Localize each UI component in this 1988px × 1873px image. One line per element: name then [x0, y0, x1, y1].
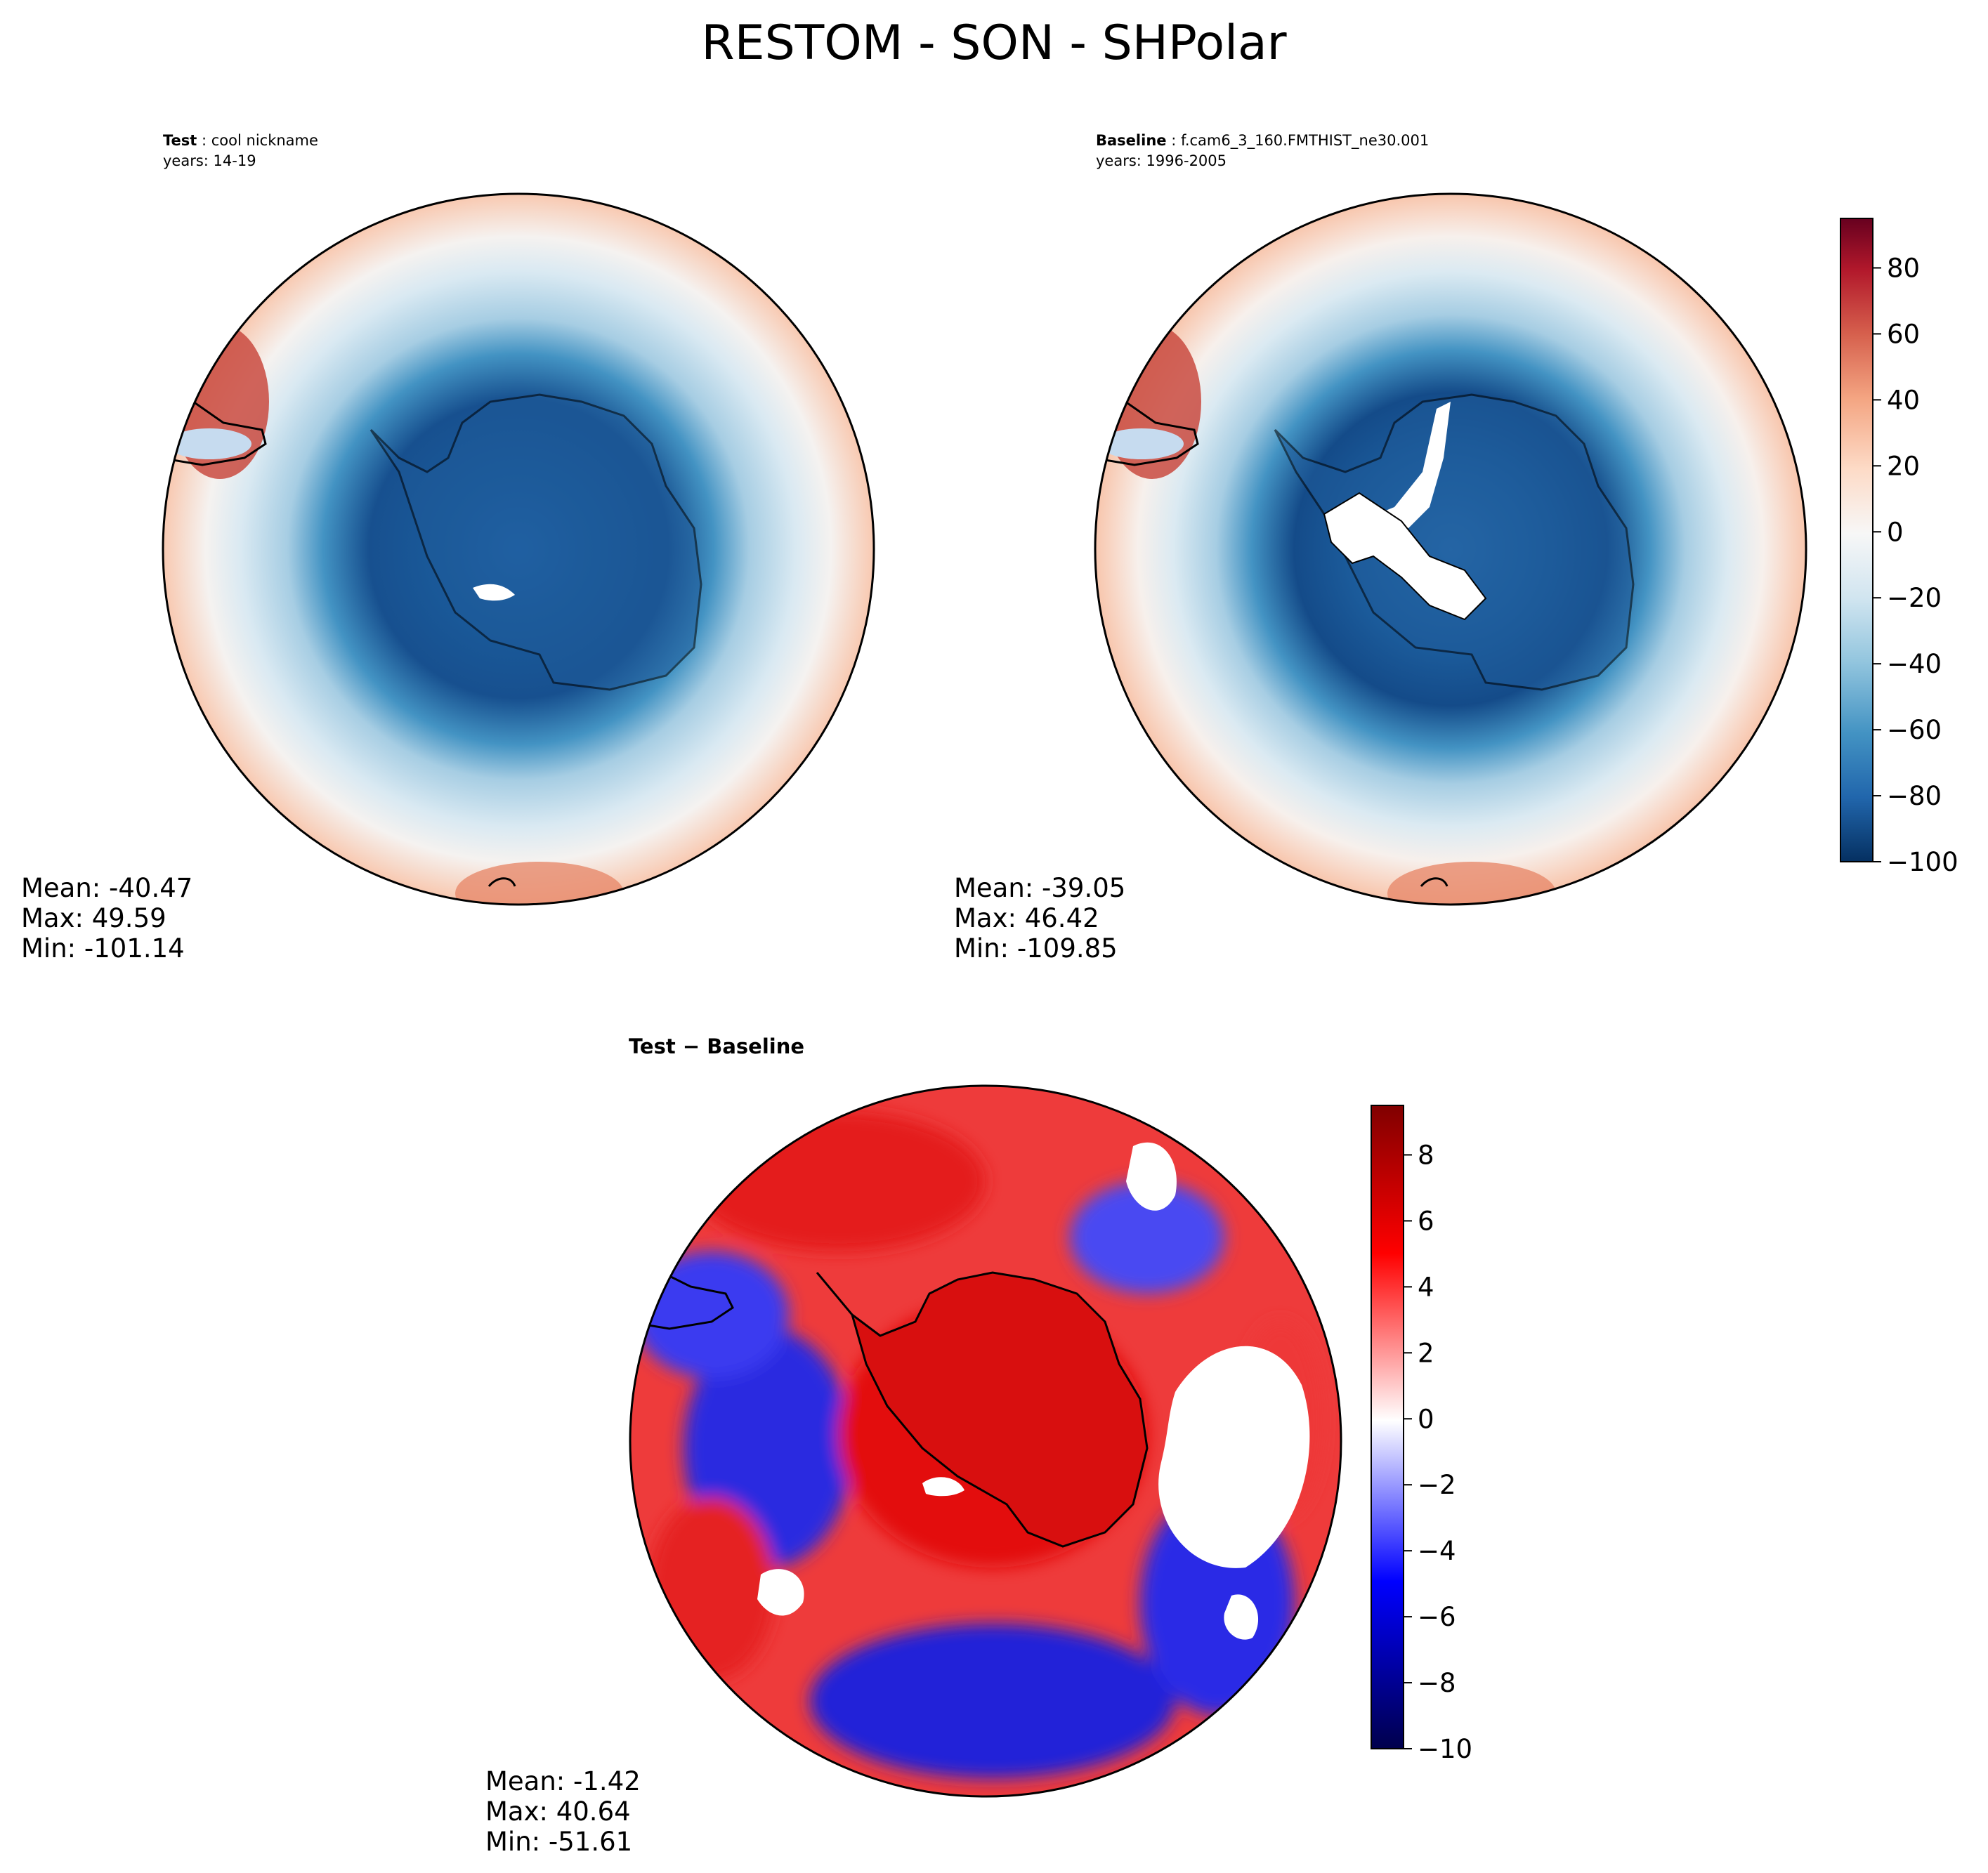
- bottom-colorbar-tick-label: −2: [1418, 1470, 1456, 1500]
- top-colorbar-gradient: [1840, 218, 1873, 862]
- top-colorbar-tick-label: 0: [1887, 517, 1904, 547]
- diff-ross-shelf: [922, 1477, 964, 1497]
- bottom-colorbar-tick-label: 6: [1418, 1206, 1434, 1236]
- diff-min: Min: -51.61: [485, 1827, 633, 1857]
- test-stats: Mean: -40.47 Max: 49.59 Min: -101.14: [21, 873, 192, 964]
- diff-blank-east: [1158, 1346, 1310, 1568]
- baseline-map: [1094, 192, 1807, 906]
- diff-stats: Mean: -1.42 Max: 40.64 Min: -51.61: [485, 1766, 641, 1857]
- test-mean: Mean: -40.47: [21, 873, 193, 903]
- baseline-min: Min: -109.85: [954, 933, 1118, 964]
- top-colorbar-tick-label: −80: [1887, 781, 1942, 811]
- baseline-mean: Mean: -39.05: [954, 873, 1126, 903]
- baseline-years: years: 1996-2005: [1096, 152, 1227, 169]
- top-colorbar-tick-label: −100: [1887, 847, 1958, 874]
- baseline-name: f.cam6_3_160.FMTHIST_ne30.001: [1180, 132, 1430, 149]
- bottom-colorbar-gradient: [1371, 1105, 1404, 1749]
- test-hotspot-bottom: [455, 862, 624, 905]
- diff-negative-northwest: [634, 1251, 789, 1378]
- baseline-label: Baseline: [1096, 132, 1167, 149]
- diff-max: Max: 40.64: [485, 1796, 631, 1827]
- top-colorbar-tick-label: −60: [1887, 715, 1942, 745]
- top-colorbar-tick-label: −40: [1887, 649, 1942, 679]
- diff-blank-southeast: [1224, 1594, 1259, 1640]
- test-antarctica-coast: [370, 393, 702, 691]
- diff-mean: Mean: -1.42: [485, 1766, 641, 1796]
- bottom-colorbar-tick-label: 4: [1418, 1272, 1434, 1302]
- bottom-colorbar: −10 −8 −6 −4 −2 0 2 4 6 8: [1371, 1105, 1472, 1761]
- test-min: Min: -101.14: [21, 933, 185, 964]
- test-name: cool nickname: [211, 132, 318, 149]
- diff-antarctica-coast: [816, 1271, 1149, 1548]
- baseline-panel-title: Baseline : f.cam6_3_160.FMTHIST_ne30.001: [1096, 132, 1430, 149]
- test-map-boundary: [162, 192, 875, 906]
- test-years: years: 14-19: [163, 152, 256, 169]
- top-colorbar: −100 −80 −60 −40 −20 0 20 40 60 80: [1840, 218, 1958, 874]
- diff-blank-north: [1126, 1142, 1177, 1211]
- baseline-ross-shelf: [1323, 492, 1487, 621]
- top-colorbar-tick-label: 80: [1887, 253, 1920, 283]
- diff-blank-southwest: [757, 1569, 804, 1616]
- diff-positive-north: [691, 1111, 986, 1251]
- bottom-colorbar-tick-label: −8: [1418, 1668, 1456, 1698]
- test-island-coast: [488, 877, 516, 888]
- baseline-antarctica-coast: [1274, 393, 1635, 691]
- baseline-max: Max: 46.42: [954, 903, 1099, 933]
- top-colorbar-tick-label: 60: [1887, 319, 1920, 349]
- diff-map-boundary: [629, 1084, 1342, 1798]
- bottom-colorbar-tick-label: 2: [1418, 1338, 1434, 1368]
- diff-map: [629, 1084, 1342, 1798]
- top-colorbar-tick-label: 20: [1887, 451, 1920, 481]
- test-label: Test: [163, 132, 197, 149]
- bottom-colorbar-tick-label: −4: [1418, 1536, 1456, 1566]
- baseline-weddell-shelf: [1359, 402, 1451, 535]
- figure-title: RESTOM - SON - SHPolar: [701, 15, 1287, 71]
- baseline-stats: Mean: -39.05 Max: 46.42 Min: -109.85: [954, 873, 1125, 964]
- top-colorbar-tick-label: −20: [1887, 583, 1942, 613]
- top-colorbar-ticks: −100 −80 −60 −40 −20 0 20 40 60 80: [1873, 253, 1958, 874]
- bottom-colorbar-tick-label: 0: [1418, 1404, 1434, 1434]
- diff-negative-south: [810, 1624, 1175, 1778]
- baseline-island-coast: [1420, 877, 1449, 888]
- bottom-colorbar-tick-label: −6: [1418, 1602, 1456, 1632]
- baseline-hotspot-bottom: [1387, 862, 1556, 905]
- test-panel-title: Test : cool nickname: [163, 132, 318, 149]
- bottom-colorbar-ticks: −10 −8 −6 −4 −2 0 2 4 6 8: [1404, 1140, 1472, 1761]
- test-cool-strip: [167, 428, 251, 459]
- top-colorbar-tick-label: 40: [1887, 385, 1920, 415]
- test-max: Max: 49.59: [21, 903, 166, 933]
- diff-positive-southwest: [648, 1497, 775, 1680]
- diff-panel-title: Test − Baseline: [629, 1034, 805, 1058]
- test-ross-shelf: [473, 584, 515, 601]
- bottom-colorbar-tick-label: −10: [1418, 1734, 1472, 1761]
- baseline-cool-strip: [1099, 428, 1184, 459]
- diff-negative-northeast: [1070, 1181, 1224, 1294]
- bottom-colorbar-tick-label: 8: [1418, 1140, 1434, 1170]
- baseline-map-boundary: [1094, 192, 1807, 906]
- test-map: [162, 192, 875, 906]
